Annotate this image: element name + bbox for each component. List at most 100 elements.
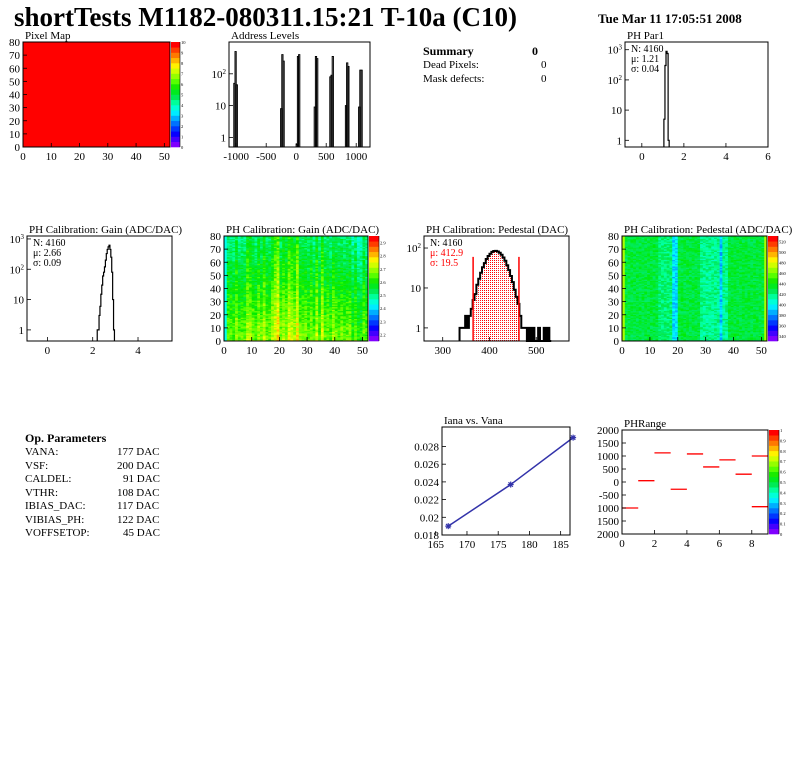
heatmap-cell xyxy=(226,287,230,289)
heatmap-cell xyxy=(323,299,327,301)
heatmap-cell xyxy=(359,241,363,243)
heatmap-cell xyxy=(307,299,311,301)
heatmap-cell xyxy=(307,318,311,321)
heatmap-cell xyxy=(276,278,280,280)
heatmap-cell xyxy=(232,321,236,323)
heatmap-cell xyxy=(293,272,297,275)
heatmap-cell xyxy=(326,241,330,243)
heatmap-cell xyxy=(624,330,628,333)
heatmap-cell xyxy=(251,299,255,301)
heatmap-cell xyxy=(287,308,291,310)
heatmap-cell xyxy=(334,238,338,241)
heatmap-cell xyxy=(326,317,330,319)
heatmap-cell xyxy=(246,246,250,249)
heatmap-cell xyxy=(265,301,269,304)
heatmap-cell xyxy=(354,316,358,318)
heatmap-cell xyxy=(320,257,324,259)
heatmap-cell xyxy=(304,299,308,301)
heatmap-cell xyxy=(265,275,269,277)
heatmap-cell xyxy=(666,327,670,330)
heatmap-cell xyxy=(290,263,294,266)
heatmap-cell xyxy=(262,238,266,241)
heatmap-cell xyxy=(293,239,297,242)
heatmap-cell xyxy=(326,279,330,281)
heatmap-cell xyxy=(356,322,360,325)
heatmap-cell xyxy=(298,236,302,238)
heatmap-cell xyxy=(332,272,336,275)
heatmap-cell xyxy=(365,335,369,338)
heatmap-cell xyxy=(232,259,236,262)
heatmap-cell xyxy=(246,268,250,271)
heatmap-cell xyxy=(343,237,347,239)
y-tick-label: 80 xyxy=(9,37,21,49)
heatmap-cell xyxy=(257,313,261,316)
heatmap-cell xyxy=(271,308,275,310)
heatmap-cell xyxy=(271,278,275,280)
heatmap-cell xyxy=(296,308,300,310)
heatmap-cell xyxy=(753,339,757,342)
heatmap-cell xyxy=(315,299,319,301)
heatmap-cell xyxy=(677,337,681,339)
heatmap-cell xyxy=(290,236,294,238)
heatmap-cell xyxy=(268,250,272,253)
heatmap-cell xyxy=(229,302,233,305)
heatmap-cell xyxy=(329,278,333,280)
heatmap-cell xyxy=(265,308,269,310)
heatmap-cell xyxy=(334,339,338,342)
heatmap-cell xyxy=(318,245,322,247)
heatmap-cell xyxy=(343,293,347,296)
heatmap-cell xyxy=(320,239,324,242)
heatmap-cell xyxy=(226,289,230,292)
heatmap-cell xyxy=(257,255,261,258)
heatmap-cell xyxy=(298,312,302,314)
heatmap-cell xyxy=(284,239,288,242)
heatmap-cell xyxy=(329,262,333,264)
heatmap-cell xyxy=(293,270,297,272)
heatmap-cell xyxy=(240,323,244,326)
heatmap-cell xyxy=(265,310,269,313)
heatmap-cell xyxy=(304,293,308,296)
heatmap-cell xyxy=(235,326,239,329)
heatmap-cell xyxy=(282,292,286,295)
x-tick-label: 500 xyxy=(528,345,545,357)
heatmap-cell xyxy=(257,299,261,301)
heatmap-cell xyxy=(279,264,283,267)
heatmap-cell xyxy=(248,313,252,316)
heatmap-cell xyxy=(287,236,291,238)
heatmap-cell xyxy=(345,260,349,263)
heatmap-cell xyxy=(257,280,261,283)
heatmap-cell xyxy=(661,337,665,339)
heatmap-cell xyxy=(229,266,233,268)
heatmap-cell xyxy=(240,258,244,260)
heatmap-cell xyxy=(312,260,316,263)
heatmap-cell xyxy=(240,251,244,254)
y-tick-label: 1 xyxy=(416,323,422,335)
heatmap-cell xyxy=(354,295,358,297)
heatmap-cell xyxy=(730,335,734,338)
heatmap-cell xyxy=(326,246,330,249)
heatmap-cell xyxy=(334,291,338,293)
heatmap-cell xyxy=(320,327,324,330)
heatmap-cell xyxy=(329,287,333,289)
heatmap-cell xyxy=(758,338,762,340)
heatmap-cell xyxy=(323,279,327,281)
heatmap-cell xyxy=(251,293,255,296)
heatmap-cell xyxy=(323,246,327,249)
heatmap-cell xyxy=(318,254,322,256)
heatmap-cell xyxy=(627,331,631,334)
heatmap-cell xyxy=(320,288,324,291)
heatmap-cell xyxy=(747,330,751,333)
heatmap-cell xyxy=(326,288,330,291)
heatmap-cell xyxy=(343,260,347,263)
heatmap-cell xyxy=(257,279,261,281)
histogram-fill-bin xyxy=(502,257,505,341)
heatmap-cell xyxy=(340,338,344,340)
heatmap-cell xyxy=(224,295,228,297)
heatmap-cell xyxy=(312,321,316,323)
heatmap-cell xyxy=(296,275,300,277)
heatmap-cell xyxy=(268,314,272,317)
heatmap-cell xyxy=(279,272,283,275)
heatmap-cell xyxy=(345,283,349,285)
heatmap-cell xyxy=(354,239,358,242)
heatmap-cell xyxy=(345,331,349,334)
